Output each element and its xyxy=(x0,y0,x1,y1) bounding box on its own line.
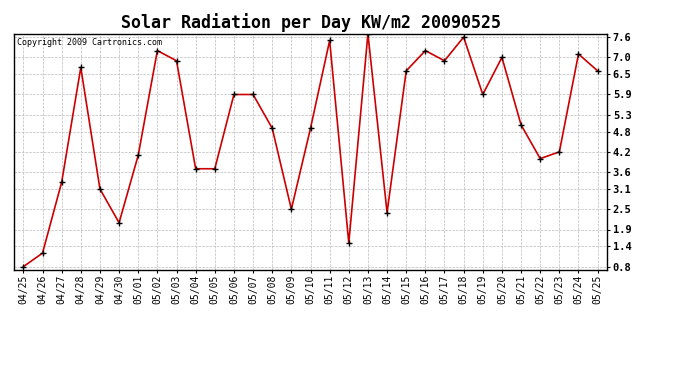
Title: Solar Radiation per Day KW/m2 20090525: Solar Radiation per Day KW/m2 20090525 xyxy=(121,13,500,32)
Text: Copyright 2009 Cartronics.com: Copyright 2009 Cartronics.com xyxy=(17,39,161,48)
